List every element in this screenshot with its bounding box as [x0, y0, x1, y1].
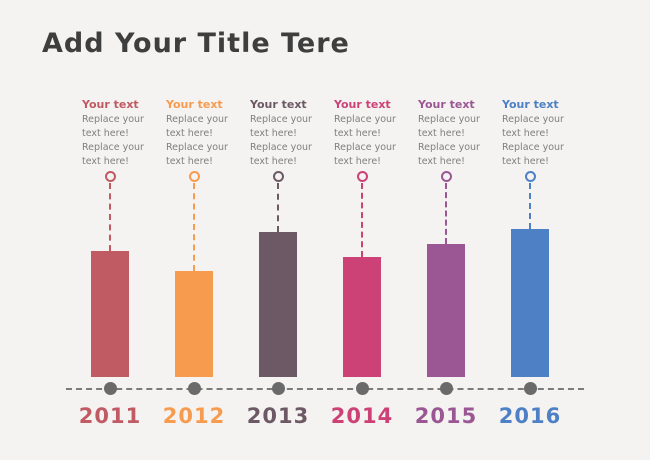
bar-2012	[175, 271, 213, 377]
bar-2013	[259, 232, 297, 377]
connector-dashed-line	[529, 183, 531, 229]
column-placeholder-text-2: Replace your text here!	[418, 142, 480, 167]
milestone-ring-icon	[104, 171, 116, 182]
column-placeholder-text-1: Replace your text here!	[334, 114, 396, 139]
milestone-ring-icon	[356, 171, 368, 182]
year-label: 2016	[498, 404, 562, 428]
timeline-column-2015: Your text Replace your text here! Replac…	[404, 98, 488, 432]
column-placeholder-text-1: Replace your text here!	[82, 114, 144, 139]
column-heading: Your text	[502, 98, 559, 111]
milestone-ring-icon	[524, 171, 536, 182]
bar-2014	[343, 257, 381, 377]
bar-2016	[511, 229, 549, 377]
connector-dashed-line	[109, 183, 111, 251]
column-placeholder-text-1: Replace your text here!	[418, 114, 480, 139]
column-placeholder-text-2: Replace your text here!	[250, 142, 312, 167]
bar-2011	[91, 251, 129, 377]
page-title: Add Your Title Tere	[42, 28, 350, 59]
year-label: 2015	[414, 404, 478, 428]
timeline-dot-icon	[355, 382, 369, 395]
timeline-column-2012: Your text Replace your text here! Replac…	[152, 98, 236, 432]
milestone-ring-icon	[188, 171, 200, 182]
milestone-ring-icon	[440, 171, 452, 182]
column-placeholder-text-2: Replace your text here!	[334, 142, 396, 167]
timeline-dot-icon	[439, 382, 453, 395]
timeline-axis-dashed-line	[66, 388, 584, 390]
year-label: 2012	[162, 404, 226, 428]
column-heading: Your text	[166, 98, 223, 111]
timeline-column-2013: Your text Replace your text here! Replac…	[236, 98, 320, 432]
column-placeholder-text-2: Replace your text here!	[82, 142, 144, 167]
column-placeholder-text-1: Replace your text here!	[502, 114, 564, 139]
column-heading: Your text	[334, 98, 391, 111]
timeline-column-2011: Your text Replace your text here! Replac…	[68, 98, 152, 432]
connector-dashed-line	[277, 183, 279, 232]
column-placeholder-text-1: Replace your text here!	[166, 114, 228, 139]
timeline-dot-icon	[523, 382, 537, 395]
milestone-ring-icon	[272, 171, 284, 182]
year-label: 2011	[78, 404, 142, 428]
column-placeholder-text-1: Replace your text here!	[250, 114, 312, 139]
timeline-column-2016: Your text Replace your text here! Replac…	[488, 98, 572, 432]
column-heading: Your text	[82, 98, 139, 111]
bar-2015	[427, 244, 465, 377]
timeline-dot-icon	[103, 382, 117, 395]
column-placeholder-text-2: Replace your text here!	[502, 142, 564, 167]
year-label: 2013	[246, 404, 310, 428]
column-heading: Your text	[250, 98, 307, 111]
year-label: 2014	[330, 404, 394, 428]
timeline-dot-icon	[271, 382, 285, 395]
connector-dashed-line	[193, 183, 195, 271]
connector-dashed-line	[445, 183, 447, 244]
column-heading: Your text	[418, 98, 475, 111]
column-placeholder-text-2: Replace your text here!	[166, 142, 228, 167]
connector-dashed-line	[361, 183, 363, 257]
timeline-column-2014: Your text Replace your text here! Replac…	[320, 98, 404, 432]
timeline-dot-icon	[187, 382, 201, 395]
